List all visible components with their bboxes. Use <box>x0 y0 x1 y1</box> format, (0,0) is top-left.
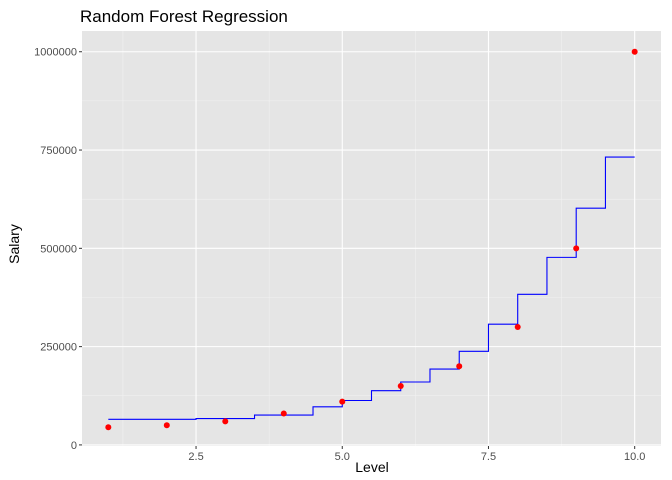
major-gridlines <box>82 31 661 446</box>
y-axis: 0 250000 500000 750000 1000000 <box>34 47 82 452</box>
plot-panel <box>82 31 661 446</box>
chart-title: Random Forest Regression <box>80 7 288 26</box>
data-point <box>397 382 404 389</box>
y-tick-label: 750000 <box>40 145 77 157</box>
x-tick-label: 2.5 <box>188 451 203 463</box>
y-tick-label: 250000 <box>40 342 77 354</box>
y-axis-title: Salary <box>6 224 22 264</box>
x-axis: 2.5 5.0 7.5 10.0 <box>188 446 645 463</box>
y-tick-label: 0 <box>71 440 77 452</box>
y-tick-label: 1000000 <box>34 47 77 59</box>
data-point <box>222 418 229 425</box>
data-point <box>573 245 580 252</box>
data-point <box>339 398 346 405</box>
data-point <box>514 323 521 330</box>
data-point <box>105 424 112 431</box>
data-point <box>163 422 170 429</box>
data-points-layer <box>105 48 638 431</box>
data-point <box>456 363 463 370</box>
x-tick-label: 10.0 <box>624 451 645 463</box>
data-point <box>280 410 287 417</box>
x-tick-label: 5.0 <box>335 451 350 463</box>
x-axis-title: Level <box>355 459 388 475</box>
x-tick-label: 7.5 <box>481 451 496 463</box>
y-tick-label: 500000 <box>40 243 77 255</box>
data-point <box>631 48 638 55</box>
